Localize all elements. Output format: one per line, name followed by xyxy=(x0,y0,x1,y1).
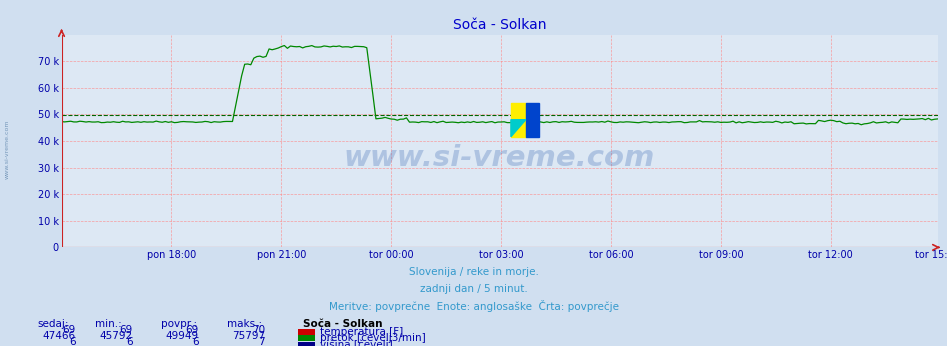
Polygon shape xyxy=(511,103,526,137)
Text: 47466: 47466 xyxy=(43,331,76,341)
Text: 45792: 45792 xyxy=(99,331,133,341)
Polygon shape xyxy=(526,103,539,137)
Text: sedaj:: sedaj: xyxy=(38,319,69,329)
Text: višina [čevelj]: višina [čevelj] xyxy=(320,339,393,346)
Text: temperatura [F]: temperatura [F] xyxy=(320,327,403,337)
Text: 6: 6 xyxy=(69,337,76,346)
Text: 69: 69 xyxy=(63,325,76,335)
Text: 49949: 49949 xyxy=(166,331,199,341)
Text: Meritve: povprečne  Enote: anglosaške  Črta: povprečje: Meritve: povprečne Enote: anglosaške Črt… xyxy=(329,300,618,312)
Text: zadnji dan / 5 minut.: zadnji dan / 5 minut. xyxy=(420,284,527,294)
Text: Soča - Solkan: Soča - Solkan xyxy=(303,319,383,329)
Text: 69: 69 xyxy=(119,325,133,335)
Polygon shape xyxy=(511,120,526,137)
Text: www.si-vreme.com: www.si-vreme.com xyxy=(5,119,10,179)
Text: 69: 69 xyxy=(186,325,199,335)
Text: min.:: min.: xyxy=(95,319,121,329)
Text: Slovenija / reke in morje.: Slovenija / reke in morje. xyxy=(408,267,539,277)
Text: pretok [čevelj3/min]: pretok [čevelj3/min] xyxy=(320,333,426,343)
Text: 75797: 75797 xyxy=(232,331,265,341)
Text: www.si-vreme.com: www.si-vreme.com xyxy=(344,144,655,172)
Text: 7: 7 xyxy=(259,337,265,346)
Title: Soča - Solkan: Soča - Solkan xyxy=(453,18,546,32)
Text: maks.:: maks.: xyxy=(227,319,262,329)
Text: 6: 6 xyxy=(126,337,133,346)
Text: 70: 70 xyxy=(252,325,265,335)
Text: povpr.:: povpr.: xyxy=(161,319,197,329)
Text: 6: 6 xyxy=(192,337,199,346)
